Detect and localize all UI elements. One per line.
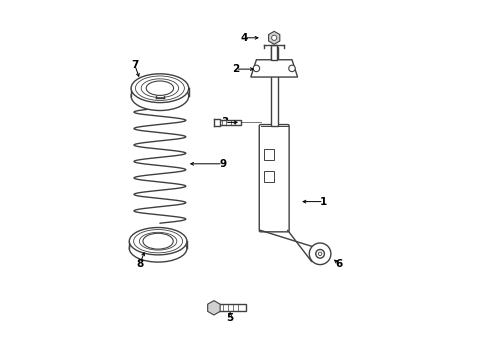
Polygon shape xyxy=(250,60,297,77)
Bar xyxy=(213,304,246,311)
Circle shape xyxy=(288,65,295,72)
Circle shape xyxy=(318,252,321,256)
Ellipse shape xyxy=(146,81,173,95)
Text: 2: 2 xyxy=(231,64,239,74)
Ellipse shape xyxy=(129,235,186,262)
Ellipse shape xyxy=(131,82,188,111)
Text: 5: 5 xyxy=(226,312,233,323)
Polygon shape xyxy=(268,31,279,44)
Text: 3: 3 xyxy=(221,117,228,127)
Polygon shape xyxy=(207,301,220,315)
Bar xyxy=(270,47,277,126)
Circle shape xyxy=(253,65,259,72)
Circle shape xyxy=(309,243,330,265)
Bar xyxy=(263,171,274,182)
Ellipse shape xyxy=(129,228,186,255)
Bar xyxy=(270,45,277,60)
Circle shape xyxy=(271,35,276,40)
Ellipse shape xyxy=(131,74,188,103)
Ellipse shape xyxy=(142,233,173,249)
Circle shape xyxy=(315,249,324,258)
Text: 9: 9 xyxy=(219,159,226,169)
Text: 4: 4 xyxy=(240,33,248,43)
Bar xyxy=(220,120,241,125)
FancyBboxPatch shape xyxy=(259,125,288,232)
Text: 8: 8 xyxy=(136,258,143,269)
Text: 6: 6 xyxy=(334,258,342,269)
Bar xyxy=(263,149,274,160)
Text: 7: 7 xyxy=(131,60,138,70)
Text: 1: 1 xyxy=(320,197,326,207)
